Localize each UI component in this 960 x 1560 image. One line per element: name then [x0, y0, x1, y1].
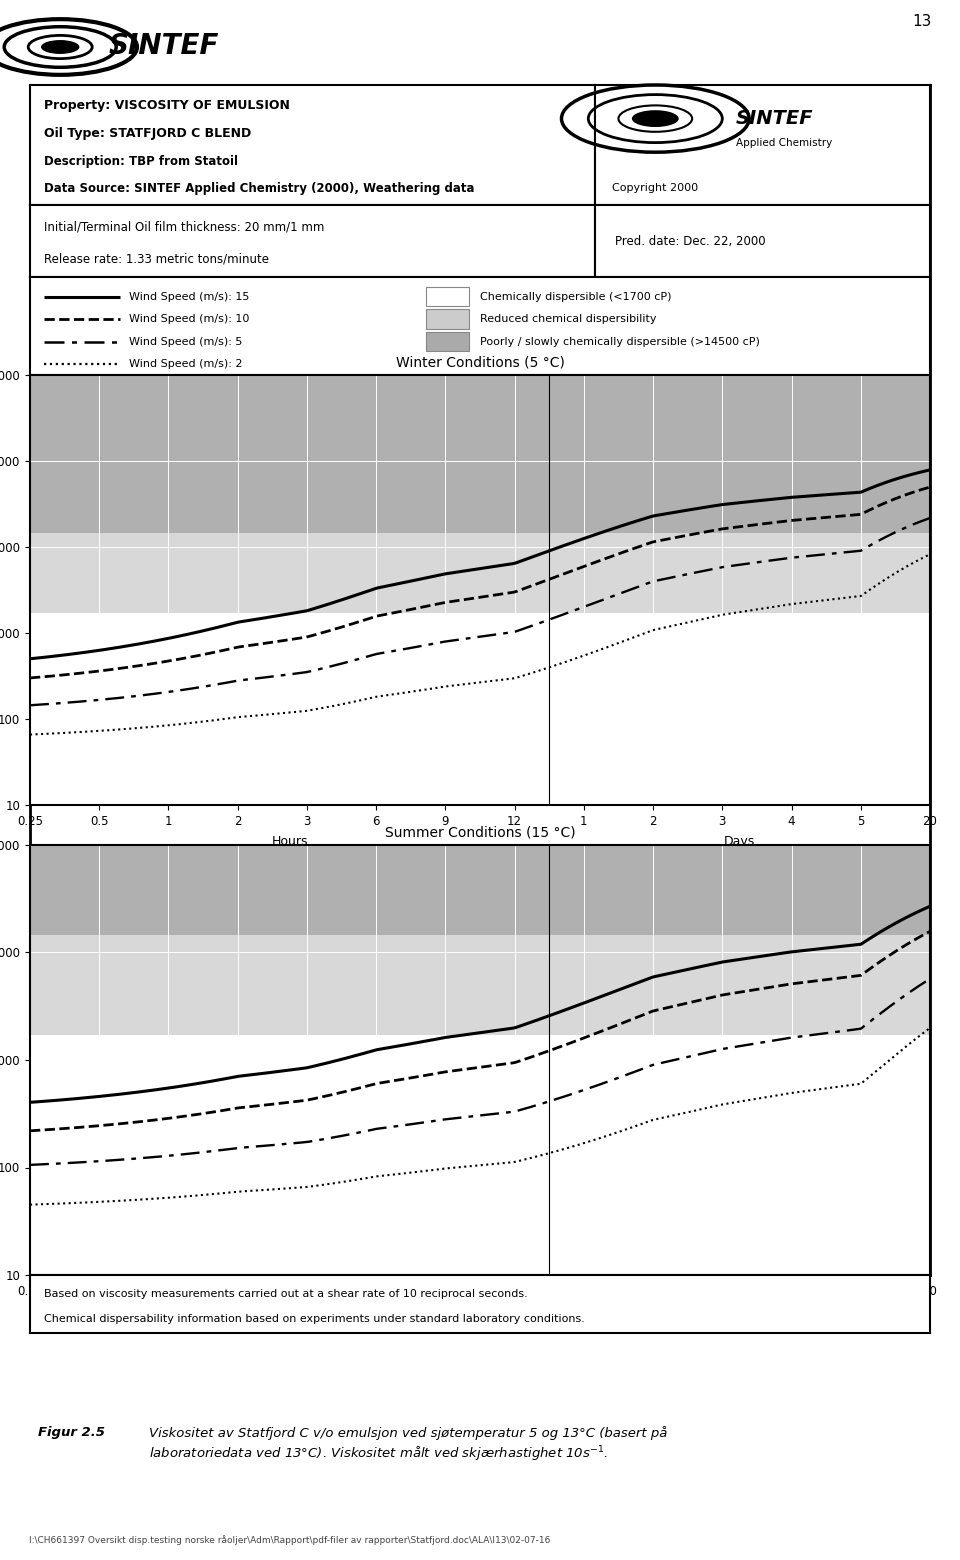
Text: SINTEF: SINTEF [735, 109, 813, 128]
Text: Pred. date: Dec. 22, 2000: Pred. date: Dec. 22, 2000 [615, 234, 766, 248]
Text: Hours: Hours [272, 1306, 308, 1318]
Text: Days: Days [724, 835, 756, 849]
Text: Reduced chemical dispersibility: Reduced chemical dispersibility [480, 314, 657, 324]
Text: Poorly / slowly chemically dispersible (>14500 cP): Poorly / slowly chemically dispersible (… [480, 337, 760, 346]
Text: Hours: Hours [272, 835, 308, 849]
Text: I:\CH661397 Oversikt disp.testing norske råoljer\Adm\Rapport\pdf-filer av rappor: I:\CH661397 Oversikt disp.testing norske… [29, 1535, 550, 1544]
Bar [30, 534, 930, 613]
Text: Initial/Terminal Oil film thickness: 20 mm/1 mm: Initial/Terminal Oil film thickness: 20 … [44, 222, 324, 234]
Text: SINTEF: SINTEF [108, 31, 219, 59]
Bar [426, 332, 469, 351]
Text: Copyright 2000: Copyright 2000 [612, 184, 698, 193]
Bar [30, 934, 930, 1036]
Bar [426, 309, 469, 329]
Title: Winter Conditions (5 °C): Winter Conditions (5 °C) [396, 356, 564, 370]
Text: Applied Chemistry: Applied Chemistry [735, 137, 832, 148]
Circle shape [41, 41, 80, 55]
Text: Wind Speed (m/s): 2: Wind Speed (m/s): 2 [129, 359, 243, 370]
Text: 13: 13 [912, 14, 931, 30]
Text: Description: TBP from Statoil: Description: TBP from Statoil [44, 154, 238, 167]
Bar [30, 1036, 930, 1275]
Text: laboratoriedata ved 13°C). Viskositet målt ved skjærhastighet 10s$^{-1}$.: laboratoriedata ved 13°C). Viskositet må… [149, 1445, 608, 1465]
Text: Data Source: SINTEF Applied Chemistry (2000), Weathering data: Data Source: SINTEF Applied Chemistry (2… [44, 183, 474, 195]
Text: Viskositet av Statfjord C v/o emulsjon ved sjøtemperatur 5 og 13°C (basert på: Viskositet av Statfjord C v/o emulsjon v… [149, 1426, 667, 1440]
Text: Wind Speed (m/s): 10: Wind Speed (m/s): 10 [129, 314, 250, 324]
Title: Summer Conditions (15 °C): Summer Conditions (15 °C) [385, 825, 575, 839]
Circle shape [632, 111, 679, 126]
Text: Chemically dispersible (<1700 cP): Chemically dispersible (<1700 cP) [480, 292, 671, 301]
Bar [30, 613, 930, 805]
Text: Oil Type: STATFJORD C BLEND: Oil Type: STATFJORD C BLEND [44, 126, 252, 140]
Text: Release rate: 1.33 metric tons/minute: Release rate: 1.33 metric tons/minute [44, 253, 269, 265]
Text: Property: VISCOSITY OF EMULSION: Property: VISCOSITY OF EMULSION [44, 100, 290, 112]
Text: Chemical dispersability information based on experiments under standard laborato: Chemical dispersability information base… [43, 1315, 585, 1324]
Text: Wind Speed (m/s): 5: Wind Speed (m/s): 5 [129, 337, 242, 346]
Text: Days: Days [724, 1306, 756, 1318]
Bar [426, 287, 469, 306]
Text: Based on viscosity measurements carried out at a shear rate of 10 reciprocal sec: Based on viscosity measurements carried … [43, 1289, 527, 1299]
Text: Wind Speed (m/s): 15: Wind Speed (m/s): 15 [129, 292, 250, 301]
Text: Figur 2.5: Figur 2.5 [38, 1426, 106, 1438]
